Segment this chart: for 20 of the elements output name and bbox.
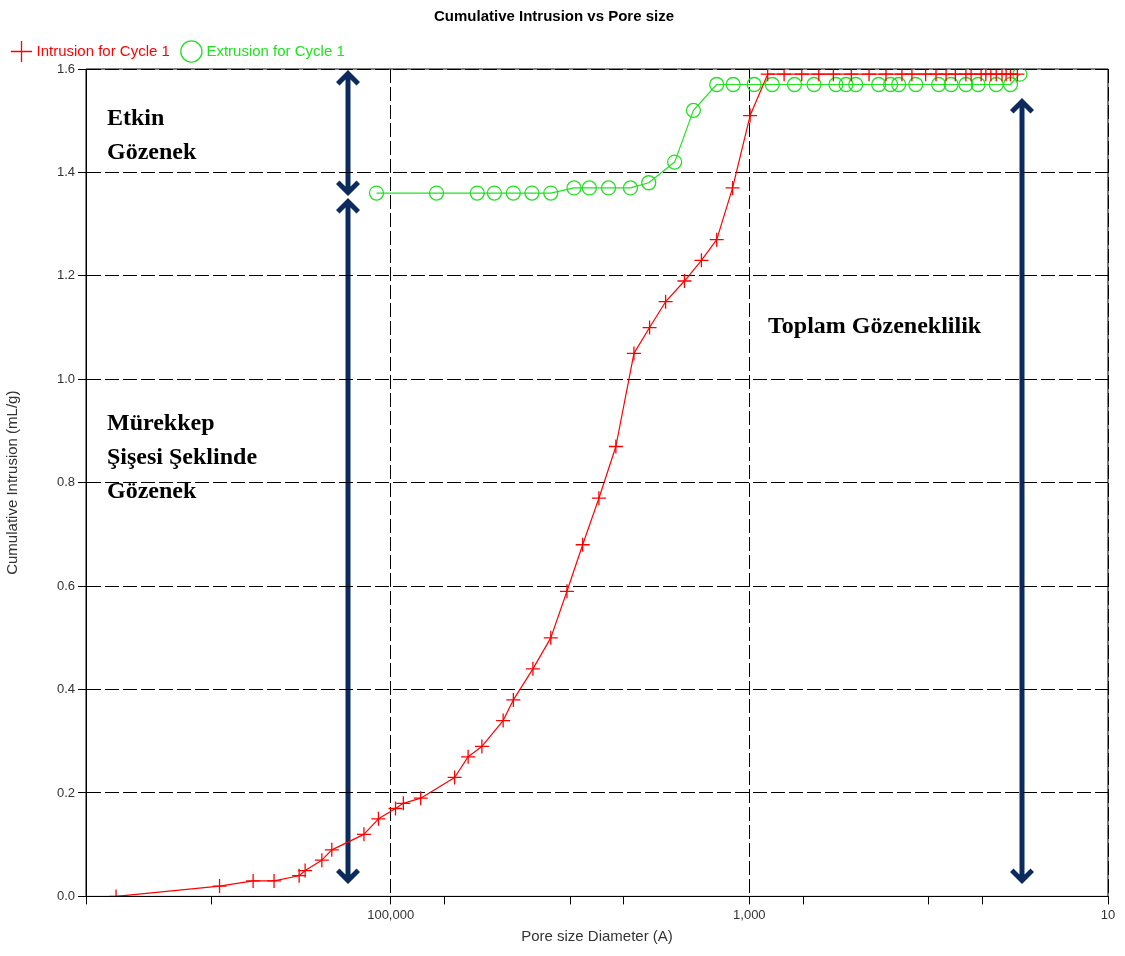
- y-tick-label: 0.6: [56, 577, 75, 593]
- y-tick-label: 1.2: [56, 267, 75, 283]
- y-tick-label: 1.6: [56, 60, 75, 76]
- x-tick-label: 100,000: [367, 906, 415, 922]
- y-tick-label: 1.0: [56, 370, 75, 386]
- annotation: Etkin Gözenek: [107, 103, 197, 166]
- x-tick-label: 1,000: [733, 906, 766, 922]
- annotation: Toplam Gözeneklilik: [768, 311, 982, 340]
- y-tick-label: 0.8: [56, 474, 75, 490]
- x-axis-title: Pore size Diameter (A): [521, 927, 673, 945]
- y-tick-label: 0.0: [56, 887, 75, 903]
- y-tick-label: 0.2: [56, 784, 75, 800]
- x-tick-label: 10: [1100, 906, 1116, 922]
- chart-title: Cumulative Intrusion vs Pore size: [433, 7, 675, 25]
- y-tick-label: 1.4: [56, 164, 75, 179]
- legend-label: Extrusion for Cycle 1: [206, 41, 345, 59]
- y-axis-title: Cumulative Intrusion (mL/g): [3, 390, 21, 575]
- annotation: Mürekkep Şişesi Şeklinde Gözenek: [107, 408, 258, 505]
- legend-label: Intrusion for Cycle 1: [36, 41, 170, 59]
- y-tick-label: 0.4: [56, 681, 75, 697]
